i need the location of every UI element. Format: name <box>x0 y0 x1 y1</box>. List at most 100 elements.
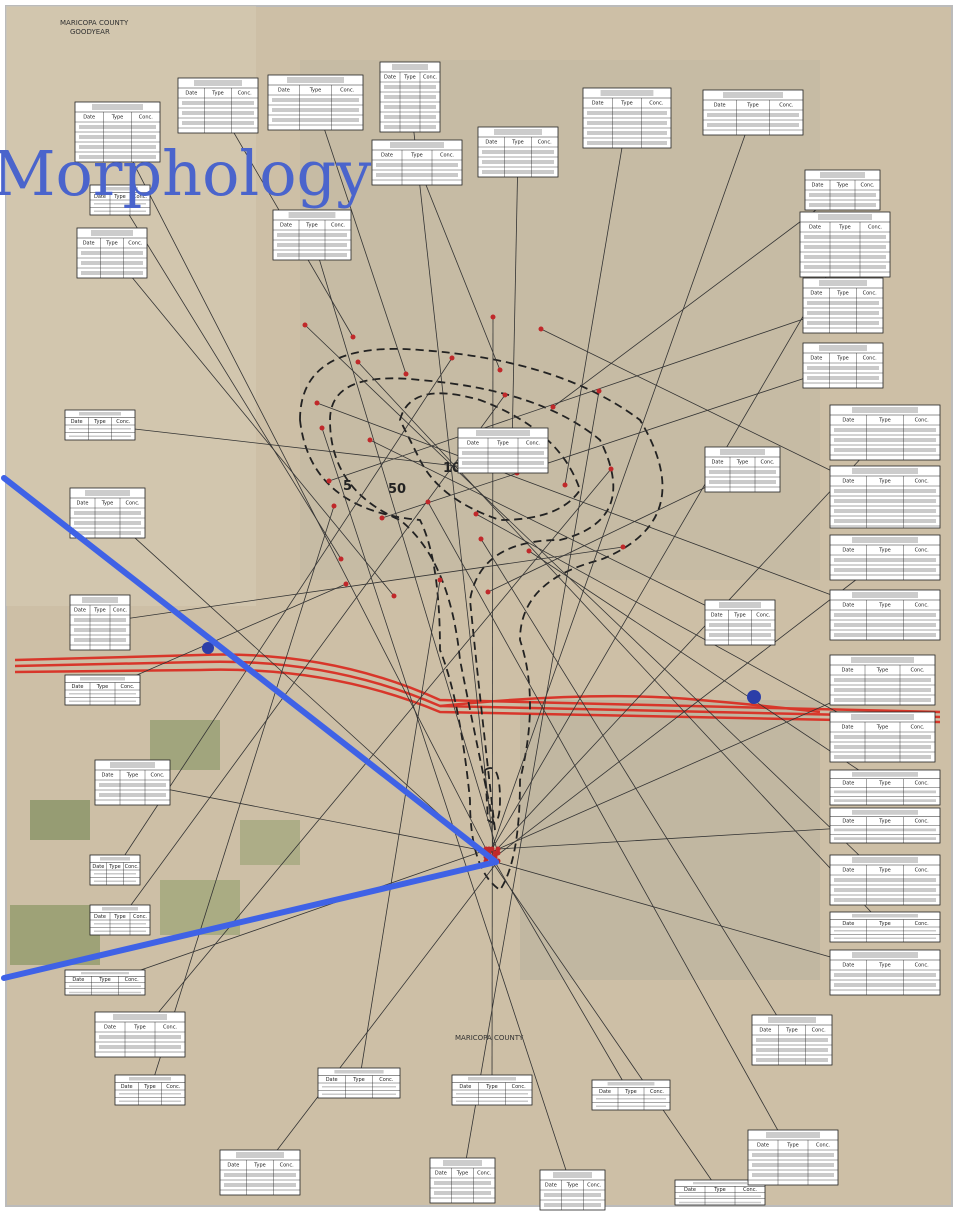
table-header: Conc. <box>163 1025 177 1031</box>
table-header: Date <box>809 225 821 231</box>
data-table: DateTypeConc. <box>380 62 440 132</box>
table-title-bar <box>91 230 133 236</box>
table-cell-text <box>709 470 776 474</box>
table-header: Conc. <box>863 291 877 297</box>
data-table: DateTypeConc. <box>805 170 880 210</box>
table-header: Conc. <box>860 183 874 189</box>
field <box>240 820 300 865</box>
table-cell-text <box>752 1153 834 1157</box>
table-header: Conc. <box>863 356 877 362</box>
table-cell-text <box>834 678 931 682</box>
table-header: Date <box>326 1077 338 1083</box>
well-marker <box>486 590 491 595</box>
table-title-bar <box>766 1132 820 1138</box>
table-cell-text <box>756 1048 828 1052</box>
table-title-bar <box>443 1160 482 1166</box>
well-marker <box>332 504 337 509</box>
data-table: DateTypeConc. <box>830 950 940 995</box>
table-header: Date <box>714 103 726 109</box>
data-table: DateTypeConc. <box>705 600 775 645</box>
table-header: Date <box>545 1183 557 1189</box>
table-header: Date <box>842 921 854 927</box>
well-marker <box>597 389 602 394</box>
table-header: Conc. <box>526 441 540 447</box>
table-cell-text <box>79 125 156 129</box>
table-header: Conc. <box>868 225 882 231</box>
table-title-bar <box>102 907 138 911</box>
table-cell-text <box>834 755 931 759</box>
well-marker <box>368 438 373 443</box>
table-cell-text <box>587 121 667 125</box>
table-title-bar <box>608 1082 655 1086</box>
table-title-bar <box>494 129 542 135</box>
table-cell-text <box>834 489 936 493</box>
table-header: Date <box>83 115 95 121</box>
well-marker <box>479 537 484 542</box>
table-header: Date <box>842 725 854 731</box>
table-header: Date <box>185 91 197 97</box>
table-cell-text <box>834 613 936 617</box>
table-header: Type <box>878 963 890 969</box>
data-table: DateTypeConc. <box>273 210 351 260</box>
well-marker <box>351 335 356 340</box>
table-header: Date <box>592 101 604 107</box>
table-header: Date <box>83 241 95 247</box>
table-header: Conc. <box>440 153 454 159</box>
table-header: Conc. <box>340 88 354 94</box>
table-header: Type <box>876 668 888 674</box>
table-frame <box>830 466 940 528</box>
data-table: DateTypeConc. <box>540 1170 605 1210</box>
well-marker <box>380 516 385 521</box>
city-label: GOODYEAR <box>70 28 110 36</box>
data-table: DateTypeConc. <box>372 140 462 185</box>
table-title-bar <box>819 345 867 351</box>
table-cell-text <box>456 1093 528 1095</box>
table-header: Type <box>113 914 125 920</box>
table-cell-text <box>752 1163 834 1167</box>
table-header: Type <box>878 603 890 609</box>
table-title-bar <box>476 430 530 436</box>
table-header: Type <box>309 88 321 94</box>
table-header: Conc. <box>120 684 134 690</box>
table-cell-text <box>809 193 876 197</box>
well-marker <box>426 500 431 505</box>
table-header: Date <box>72 684 84 690</box>
table-cell-text <box>834 898 936 902</box>
table-header: Conc. <box>128 241 142 247</box>
table-cell-text <box>272 98 359 102</box>
data-table: DateTypeConc. <box>830 655 935 705</box>
table-header: Type <box>878 479 890 485</box>
table-header: Type <box>713 1187 725 1193</box>
data-table: DateTypeConc. <box>90 905 150 935</box>
table-header: Date <box>842 781 854 787</box>
table-cell-text <box>69 986 141 988</box>
table-header: Conc. <box>915 781 929 787</box>
well-marker <box>404 372 409 377</box>
data-table: DateTypeConc. <box>752 1015 832 1065</box>
table-cell-text <box>807 311 879 315</box>
table-cell-text <box>182 121 254 125</box>
data-table: DateTypeConc. <box>830 808 940 843</box>
table-cell-text <box>834 799 936 802</box>
table-title-bar <box>851 657 914 663</box>
table-header: Conc. <box>910 725 924 731</box>
data-table: DateTypeConc. <box>65 970 145 995</box>
table-header: Date <box>757 1143 769 1149</box>
table-title-bar <box>553 1172 592 1178</box>
table-cell-text <box>679 1196 761 1198</box>
table-header: Conc. <box>812 1028 826 1034</box>
table-header: Type <box>133 1025 145 1031</box>
table-header: Conc. <box>650 1089 664 1095</box>
data-table: DateTypeConc. <box>318 1068 400 1098</box>
table-title-bar <box>287 77 344 83</box>
table-title-bar <box>289 212 336 218</box>
table-cell-text <box>679 1202 761 1204</box>
table-title-bar <box>852 810 918 815</box>
table-cell-text <box>756 1038 828 1042</box>
table-cell-text <box>596 1106 666 1108</box>
table-cell-text <box>709 480 776 484</box>
table-title-bar <box>720 449 765 455</box>
